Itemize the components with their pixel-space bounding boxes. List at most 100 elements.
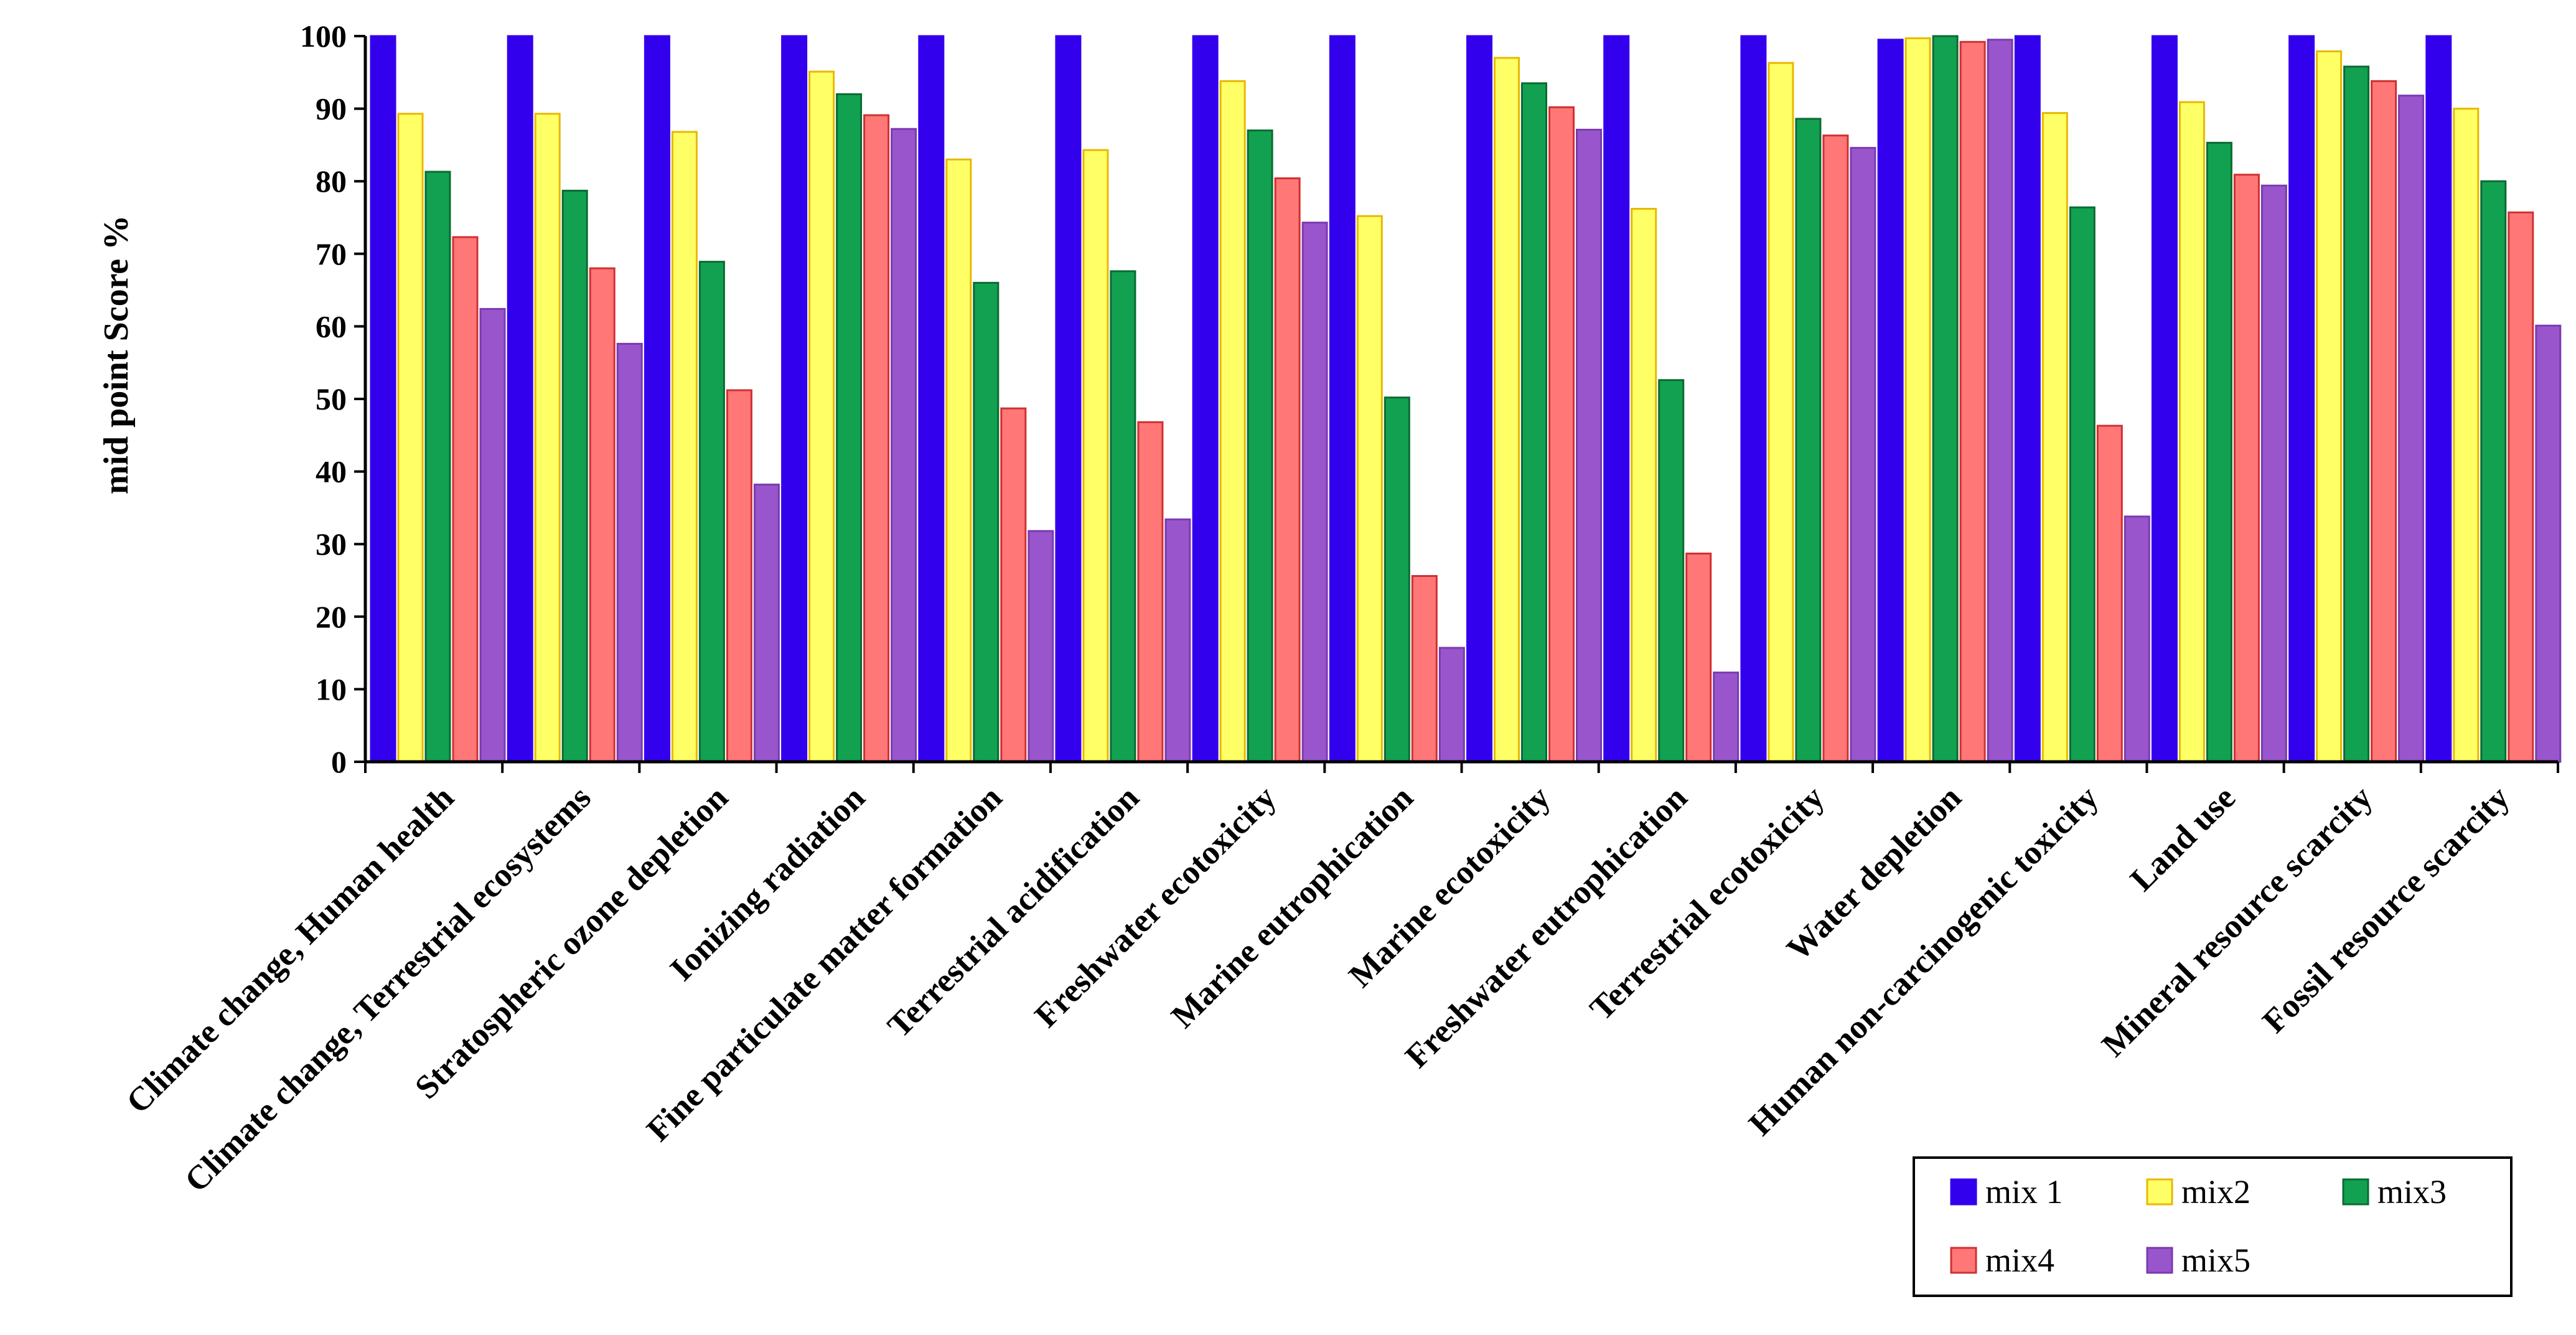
x-tick-label: Fossil resource scarcity bbox=[2255, 779, 2516, 1040]
legend-swatch bbox=[2146, 1178, 2173, 1206]
bar-mix4-3 bbox=[726, 389, 752, 763]
bar-mix3-15 bbox=[2343, 65, 2370, 763]
bar-mix5-8 bbox=[1438, 647, 1465, 763]
y-tick-label: 50 bbox=[316, 382, 347, 416]
bar-mix4-8 bbox=[1411, 575, 1438, 763]
x-tick-label: Terrestrial acidification bbox=[880, 779, 1146, 1044]
bar-mix3-3 bbox=[698, 261, 725, 763]
legend-label: mix5 bbox=[2181, 1242, 2250, 1279]
bar-mix3-11 bbox=[1795, 118, 1822, 763]
bar-mix4-14 bbox=[2233, 174, 2260, 763]
bar-mix2-16 bbox=[2453, 108, 2480, 763]
bars bbox=[370, 35, 2562, 763]
y-axis-title: mid point Score % bbox=[97, 215, 136, 495]
y-axis-label: mid point Score % bbox=[97, 215, 136, 495]
bar-mix3-10 bbox=[1658, 379, 1685, 763]
bar-mix2-6 bbox=[1082, 149, 1109, 763]
y-tick-label: 100 bbox=[300, 19, 347, 54]
bar-mix2-9 bbox=[1494, 57, 1520, 763]
bar-mix1-3 bbox=[644, 35, 670, 763]
bar-mix2-5 bbox=[945, 158, 972, 763]
legend-swatch bbox=[1950, 1247, 1977, 1274]
bar-mix5-9 bbox=[1576, 128, 1602, 763]
legend-label: mix3 bbox=[2377, 1173, 2447, 1211]
legend-label: mix4 bbox=[1985, 1242, 2054, 1279]
bar-mix1-15 bbox=[2288, 35, 2315, 763]
y-tick-label: 70 bbox=[316, 237, 347, 271]
bar-mix5-10 bbox=[1713, 672, 1740, 763]
x-tick-label: Freshwater eutrophication bbox=[1398, 779, 1694, 1075]
bar-mix1-7 bbox=[1192, 35, 1219, 763]
legend-label: mix 1 bbox=[1985, 1173, 2063, 1211]
bar-mix3-7 bbox=[1247, 129, 1273, 763]
bar-mix5-11 bbox=[1850, 147, 1876, 763]
bar-mix1-6 bbox=[1055, 35, 1082, 763]
bar-mix1-16 bbox=[2425, 35, 2452, 763]
bar-mix2-10 bbox=[1631, 208, 1657, 763]
y-tick-label: 0 bbox=[331, 744, 347, 779]
x-tick-label: Marine eutrophication bbox=[1164, 779, 1420, 1035]
bar-mix2-15 bbox=[2316, 50, 2343, 763]
legend: mix 1 mix2 mix3 mix4 mix5 bbox=[1913, 1156, 2513, 1297]
bar-mix1-11 bbox=[1740, 35, 1767, 763]
bar-mix4-16 bbox=[2508, 211, 2534, 763]
bar-mix1-14 bbox=[2151, 35, 2178, 763]
bar-mix5-12 bbox=[1987, 39, 2013, 763]
bar-mix2-3 bbox=[671, 131, 698, 763]
bar-mix4-7 bbox=[1274, 177, 1301, 763]
bar-mix1-5 bbox=[918, 35, 945, 763]
bar-mix3-14 bbox=[2206, 141, 2232, 763]
bar-mix5-7 bbox=[1301, 222, 1328, 763]
bar-mix4-4 bbox=[863, 114, 890, 763]
bar-mix2-2 bbox=[534, 113, 561, 763]
bar-mix2-7 bbox=[1219, 80, 1246, 763]
bar-mix4-12 bbox=[1959, 40, 1986, 763]
bar-mix3-6 bbox=[1110, 270, 1136, 763]
bar-mix1-2 bbox=[507, 35, 533, 763]
bar-mix4-13 bbox=[2096, 424, 2123, 763]
bar-mix1-12 bbox=[1877, 39, 1904, 763]
x-tick-label: Freshwater ecotoxicity bbox=[1028, 779, 1283, 1034]
bar-mix3-9 bbox=[1521, 82, 1547, 763]
legend-swatch bbox=[1950, 1178, 1977, 1206]
bar-mix3-12 bbox=[1932, 35, 1959, 763]
legend-label: mix2 bbox=[2181, 1173, 2250, 1211]
bar-mix5-1 bbox=[479, 307, 506, 763]
bar-mix2-8 bbox=[1356, 215, 1383, 763]
legend-swatch bbox=[2146, 1247, 2173, 1274]
legend-swatch bbox=[2342, 1178, 2369, 1206]
legend-box bbox=[1913, 1156, 2513, 1297]
bar-mix4-2 bbox=[589, 267, 616, 763]
bar-mix5-15 bbox=[2398, 95, 2425, 763]
bar-mix3-2 bbox=[561, 189, 588, 763]
bar-mix2-11 bbox=[1768, 62, 1794, 763]
bar-mix1-10 bbox=[1603, 35, 1630, 763]
bar-mix5-14 bbox=[2260, 184, 2287, 763]
bar-mix4-15 bbox=[2371, 80, 2397, 763]
bar-mix5-5 bbox=[1028, 530, 1054, 763]
bar-mix1-4 bbox=[781, 35, 808, 763]
bar-mix4-11 bbox=[1822, 134, 1849, 763]
bar-mix3-16 bbox=[2480, 180, 2507, 763]
bar-mix2-4 bbox=[808, 70, 835, 763]
y-tick-label: 80 bbox=[316, 164, 347, 199]
y-tick-label: 60 bbox=[316, 309, 347, 344]
bar-mix5-4 bbox=[891, 128, 917, 763]
bar-mix3-13 bbox=[2069, 206, 2096, 763]
bar-mix1-1 bbox=[370, 35, 396, 763]
bar-mix2-12 bbox=[1904, 37, 1931, 763]
bar-mix4-9 bbox=[1548, 106, 1575, 763]
bar-mix5-6 bbox=[1164, 518, 1191, 763]
bar-mix1-13 bbox=[2014, 35, 2041, 763]
bar-mix1-9 bbox=[1466, 35, 1492, 763]
bar-mix5-16 bbox=[2535, 324, 2562, 763]
bar-mix1-8 bbox=[1329, 35, 1356, 763]
y-tick-label: 10 bbox=[316, 672, 347, 706]
bar-mix5-3 bbox=[753, 484, 780, 763]
bar-mix3-1 bbox=[424, 171, 451, 763]
x-tick-label: Land use bbox=[2123, 779, 2242, 898]
bar-mix5-2 bbox=[616, 342, 643, 763]
bar-mix4-6 bbox=[1137, 421, 1164, 763]
